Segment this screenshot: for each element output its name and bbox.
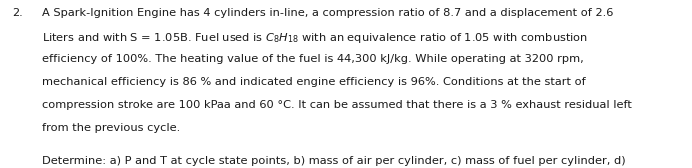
Text: A Spark-Ignition Engine has 4 cylinders in-line, a compression ratio of 8.7 and : A Spark-Ignition Engine has 4 cylinders … — [42, 8, 613, 18]
Text: 2.: 2. — [12, 8, 24, 18]
Text: from the previous cycle.: from the previous cycle. — [42, 123, 180, 134]
Text: Determine: a) P and T at cycle state points, b) mass of air per cylinder, c) mas: Determine: a) P and T at cycle state poi… — [42, 156, 625, 166]
Text: compression stroke are 100 kPaa and 60 °C. It can be assumed that there is a 3 %: compression stroke are 100 kPaa and 60 °… — [42, 100, 631, 110]
Text: efficiency of 100%. The heating value of the fuel is 44,300 kJ/kg. While operati: efficiency of 100%. The heating value of… — [42, 54, 583, 64]
Text: mechanical efficiency is 86 % and indicated engine efficiency is 96%. Conditions: mechanical efficiency is 86 % and indica… — [42, 77, 585, 87]
Text: Liters and with S = 1.05B. Fuel used is $C_8H_{18}$ with an equivalence ratio of: Liters and with S = 1.05B. Fuel used is … — [42, 31, 588, 45]
